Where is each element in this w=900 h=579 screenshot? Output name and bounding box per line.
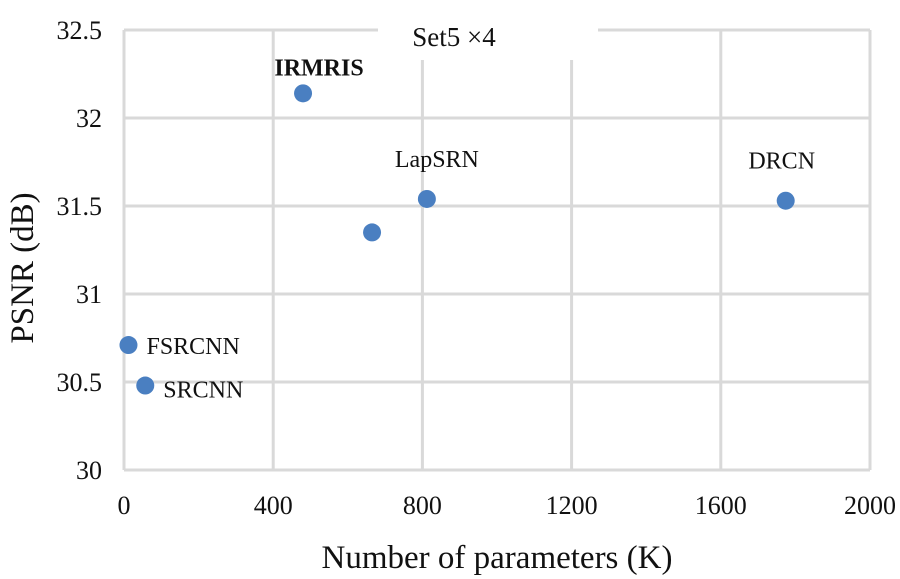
y-axis-title: PSNR (dB) — [5, 192, 41, 343]
data-point — [119, 336, 138, 355]
y-tick-label: 32 — [76, 104, 102, 133]
x-axis-title: Number of parameters (K) — [322, 540, 673, 576]
data-point — [363, 223, 382, 242]
data-point-label: LapSRN — [395, 147, 479, 173]
chart-title: Set5 ×4 — [412, 22, 496, 52]
y-tick-label: 30.5 — [57, 368, 103, 397]
data-point — [136, 376, 155, 395]
y-tick-label: 31.5 — [57, 192, 103, 221]
tick-labels: 0 400 800 1200 1600 2000 30 30.5 31 31.5 32 32.5 — [57, 16, 897, 520]
y-tick-label: 32.5 — [57, 16, 103, 45]
data-point-label: FSRCNN — [146, 334, 239, 360]
x-tick-label: 800 — [403, 491, 442, 520]
data-point-label: IRMRIS — [274, 55, 363, 81]
data-points — [119, 84, 795, 395]
x-tick-label: 1600 — [695, 491, 747, 520]
data-point-label: SRCNN — [163, 378, 243, 404]
data-labels: IRMRIS LapSRN DRCN FSRCNN SRCNN — [146, 55, 815, 403]
data-point-label: DRCN — [748, 149, 815, 175]
x-tick-label: 2000 — [844, 491, 896, 520]
data-point — [776, 191, 795, 210]
x-tick-label: 1200 — [546, 491, 598, 520]
x-tick-label: 0 — [118, 491, 131, 520]
x-tick-label: 400 — [254, 491, 293, 520]
chart-title-background — [378, 14, 598, 60]
data-point — [294, 84, 313, 103]
y-tick-label: 31 — [76, 280, 102, 309]
y-tick-label: 30 — [76, 456, 102, 485]
grid-lines — [122, 28, 872, 472]
data-point — [417, 189, 436, 208]
